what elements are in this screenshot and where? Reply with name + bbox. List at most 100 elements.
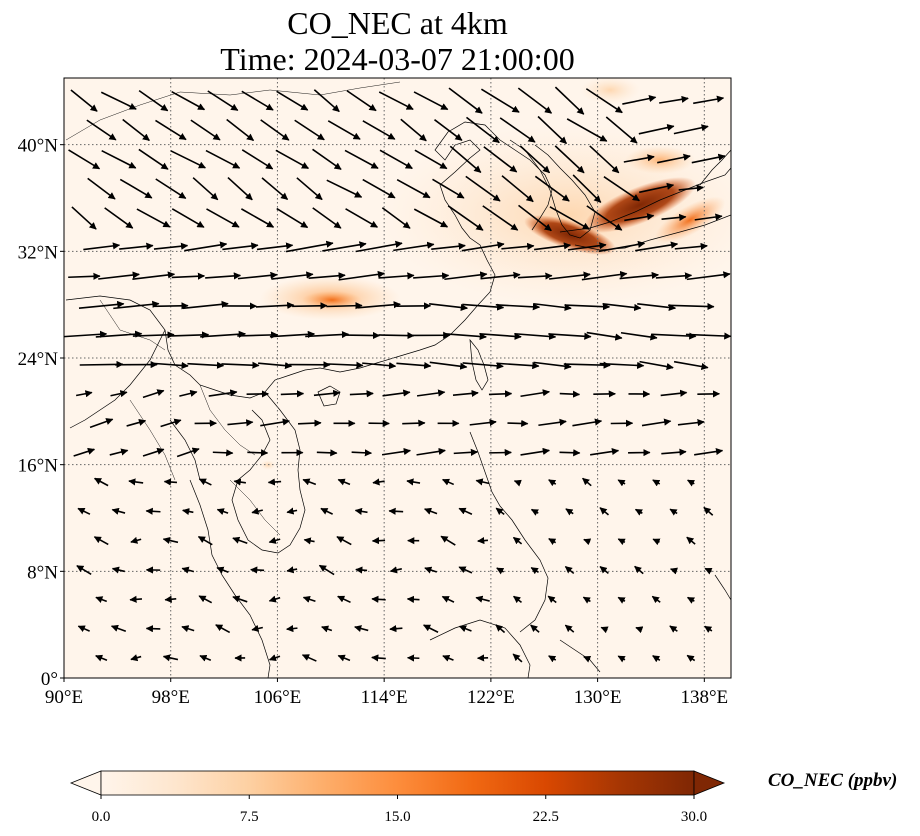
wind-arrow	[507, 419, 529, 428]
wind-arrow	[619, 271, 659, 280]
wind-arrow	[617, 655, 626, 663]
wind-arrow	[432, 178, 465, 199]
wind-arrow	[566, 118, 608, 142]
wind-arrow	[207, 90, 239, 112]
wind-arrow	[89, 418, 114, 429]
wind-arrow	[590, 447, 620, 456]
wind-arrow	[318, 564, 335, 576]
wind-arrow	[138, 89, 169, 112]
wind-arrow	[495, 303, 541, 311]
wind-arrow	[286, 624, 298, 633]
wind-arrow	[686, 536, 696, 545]
wind-arrow	[416, 389, 446, 397]
wind-arrow	[192, 177, 219, 201]
wind-arrow	[677, 419, 705, 427]
wind-arrow	[668, 302, 715, 311]
wind-arrow	[581, 270, 628, 281]
wind-arrow	[483, 146, 518, 173]
wind-arrow	[136, 208, 171, 228]
wind-arrow	[68, 272, 101, 280]
coast-hainan	[317, 385, 341, 407]
lat-tick-label: 24°N	[18, 349, 59, 370]
wind-arrow	[623, 154, 655, 163]
wind-arrow	[285, 240, 334, 253]
wind-arrow	[406, 478, 421, 486]
wind-arrow	[164, 595, 177, 603]
wind-arrow	[337, 595, 351, 604]
wind-arrow	[255, 301, 295, 309]
wind-arrow	[138, 148, 169, 170]
wind-arrow	[572, 418, 603, 427]
colorbar-tick-label: 7.5	[240, 809, 259, 825]
wind-arrow	[362, 178, 396, 199]
wind-arrow	[86, 119, 117, 141]
wind-arrow	[602, 303, 642, 312]
wind-arrow	[480, 88, 520, 113]
wind-arrow	[533, 302, 572, 312]
wind-arrow	[530, 566, 539, 575]
border-laos	[199, 384, 256, 456]
wind-arrow	[674, 242, 708, 250]
coast-malay-peninsula	[189, 479, 271, 678]
wind-arrow	[206, 208, 240, 228]
wind-arrow	[132, 331, 175, 339]
wind-arrow	[659, 95, 689, 104]
wind-arrow	[617, 538, 626, 546]
coast-myanmar	[169, 419, 201, 481]
wind-arrow	[64, 330, 108, 338]
wind-arrow	[465, 116, 500, 144]
wind-arrow	[378, 91, 414, 111]
coast-japan-north	[699, 149, 731, 186]
wind-arrow	[652, 479, 661, 487]
wind-arrow	[119, 178, 153, 199]
lon-tick-label: 98°E	[152, 687, 190, 708]
wind-arrow	[111, 566, 126, 574]
country-borders	[65, 81, 401, 536]
wind-arrow	[87, 177, 116, 200]
wind-arrow	[572, 174, 602, 203]
wind-arrow	[129, 595, 143, 603]
wind-arrow	[303, 537, 315, 545]
wind-arrow	[458, 625, 472, 633]
wind-arrow	[362, 120, 396, 140]
wind-arrow	[95, 596, 108, 603]
wind-arrow	[513, 479, 522, 487]
wind-arrow	[167, 331, 210, 339]
wind-arrow	[583, 655, 592, 663]
wind-arrow	[216, 508, 229, 516]
wind-arrow	[357, 301, 401, 309]
wind-arrow	[693, 95, 725, 105]
wind-arrow	[582, 477, 592, 487]
lon-tick-label: 122°E	[467, 687, 515, 708]
wind-arrow	[678, 184, 704, 192]
wind-arrow	[305, 330, 350, 339]
wind-arrow	[320, 507, 333, 515]
wind-arrow	[475, 478, 490, 486]
wind-arrow	[641, 418, 672, 427]
wind-arrow	[589, 145, 620, 174]
wind-arrow	[260, 119, 290, 141]
wind-arrow	[292, 302, 328, 310]
wind-arrow	[586, 205, 623, 231]
wind-arrow	[104, 207, 134, 229]
wind-arrow	[251, 624, 263, 632]
wind-arrow	[548, 655, 557, 663]
wind-arrow	[355, 240, 403, 253]
wind-arrow	[599, 507, 610, 516]
wind-arrow	[431, 242, 466, 250]
wind-arrow	[482, 205, 519, 231]
wind-arrow	[286, 507, 298, 515]
wind-arrow	[673, 124, 709, 135]
wind-arrow	[622, 95, 657, 105]
wind-arrow	[296, 177, 323, 201]
wind-arrow	[337, 654, 351, 662]
wind-arrow	[480, 271, 521, 280]
wind-arrow	[559, 449, 581, 457]
wind-arrow	[240, 208, 275, 228]
colorbar-tick-label: 15.0	[384, 809, 410, 825]
wind-arrow	[655, 272, 693, 280]
wind-arrow	[495, 624, 506, 634]
wind-arrow	[181, 566, 195, 574]
coast-china	[65, 121, 553, 399]
wind-arrow	[694, 447, 724, 456]
